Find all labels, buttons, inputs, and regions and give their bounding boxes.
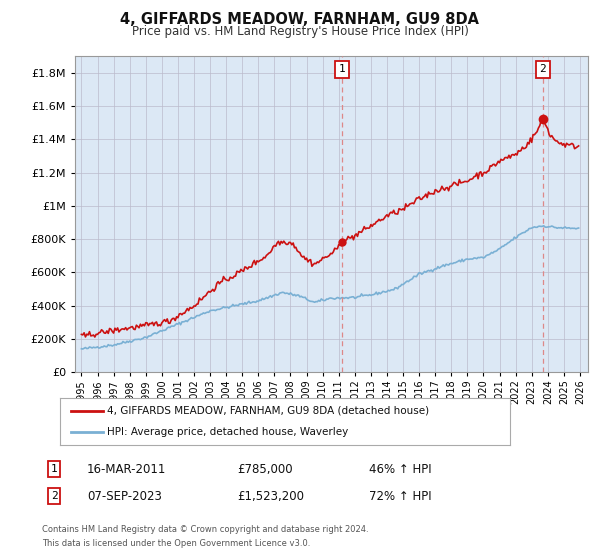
Text: This data is licensed under the Open Government Licence v3.0.: This data is licensed under the Open Gov… <box>42 539 310 548</box>
Text: 4, GIFFARDS MEADOW, FARNHAM, GU9 8DA (detached house): 4, GIFFARDS MEADOW, FARNHAM, GU9 8DA (de… <box>107 406 430 416</box>
Text: HPI: Average price, detached house, Waverley: HPI: Average price, detached house, Wave… <box>107 427 349 437</box>
Text: £1,523,200: £1,523,200 <box>237 489 304 503</box>
Text: 4, GIFFARDS MEADOW, FARNHAM, GU9 8DA: 4, GIFFARDS MEADOW, FARNHAM, GU9 8DA <box>121 12 479 27</box>
Text: 46% ↑ HPI: 46% ↑ HPI <box>369 463 431 476</box>
Text: 1: 1 <box>50 464 58 474</box>
Text: Price paid vs. HM Land Registry's House Price Index (HPI): Price paid vs. HM Land Registry's House … <box>131 25 469 39</box>
Bar <box>342 56 543 372</box>
Bar <box>543 56 588 372</box>
Text: 1: 1 <box>339 64 346 74</box>
Text: 72% ↑ HPI: 72% ↑ HPI <box>369 489 431 503</box>
Text: 2: 2 <box>539 64 546 74</box>
Text: 16-MAR-2011: 16-MAR-2011 <box>87 463 166 476</box>
Text: 2: 2 <box>50 491 58 501</box>
Text: 07-SEP-2023: 07-SEP-2023 <box>87 489 162 503</box>
Text: £785,000: £785,000 <box>237 463 293 476</box>
Text: Contains HM Land Registry data © Crown copyright and database right 2024.: Contains HM Land Registry data © Crown c… <box>42 525 368 534</box>
